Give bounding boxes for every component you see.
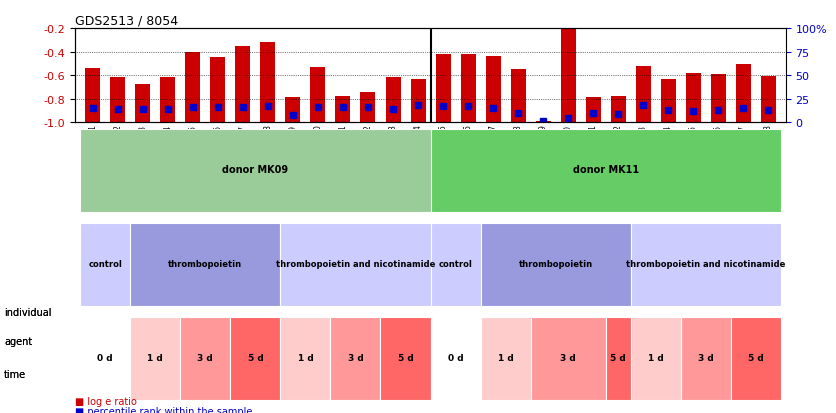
- Text: control: control: [439, 259, 472, 268]
- Text: individual: individual: [4, 307, 52, 317]
- Text: time: time: [4, 369, 26, 379]
- Text: 0 d: 0 d: [98, 353, 113, 362]
- Text: donor MK09: donor MK09: [222, 165, 288, 175]
- Bar: [711, 75, 726, 123]
- Text: GDS2513 / 8054: GDS2513 / 8054: [75, 15, 178, 28]
- Text: 1 d: 1 d: [648, 353, 664, 362]
- Bar: [431, 223, 481, 306]
- Bar: [586, 98, 601, 123]
- Bar: [630, 223, 781, 306]
- Bar: [461, 55, 476, 123]
- Text: 3 d: 3 d: [560, 353, 576, 362]
- Bar: [531, 317, 606, 400]
- Bar: [330, 317, 380, 400]
- Bar: [686, 74, 701, 123]
- Bar: [630, 317, 681, 400]
- Bar: [186, 52, 201, 123]
- Bar: [231, 317, 280, 400]
- Text: donor MK11: donor MK11: [573, 165, 639, 175]
- Bar: [161, 78, 176, 123]
- Bar: [285, 98, 300, 123]
- Text: agent: agent: [4, 336, 33, 346]
- Bar: [236, 47, 251, 123]
- Bar: [681, 317, 731, 400]
- Bar: [85, 69, 100, 123]
- Text: ■ percentile rank within the sample: ■ percentile rank within the sample: [75, 406, 252, 413]
- Bar: [436, 55, 451, 123]
- Bar: [260, 43, 275, 123]
- Bar: [431, 129, 781, 212]
- Bar: [635, 66, 650, 123]
- Bar: [335, 97, 350, 123]
- Text: ■ log e ratio: ■ log e ratio: [75, 396, 137, 406]
- Bar: [481, 317, 531, 400]
- Bar: [431, 317, 481, 400]
- Bar: [380, 317, 431, 400]
- Text: 1 d: 1 d: [497, 353, 513, 362]
- Bar: [660, 79, 675, 123]
- Text: 0 d: 0 d: [448, 353, 463, 362]
- Bar: [385, 78, 400, 123]
- Bar: [481, 223, 630, 306]
- Bar: [80, 223, 130, 306]
- Text: 3 d: 3 d: [698, 353, 714, 362]
- Text: thrombopoietin and nicotinamide: thrombopoietin and nicotinamide: [626, 259, 786, 268]
- Text: thrombopoietin: thrombopoietin: [168, 259, 242, 268]
- Text: time: time: [4, 369, 26, 379]
- Text: 5 d: 5 d: [398, 353, 413, 362]
- Bar: [135, 85, 150, 123]
- Text: thrombopoietin and nicotinamide: thrombopoietin and nicotinamide: [276, 259, 436, 268]
- Bar: [110, 78, 125, 123]
- Bar: [80, 317, 130, 400]
- Bar: [130, 317, 181, 400]
- Text: control: control: [89, 259, 122, 268]
- Bar: [731, 317, 781, 400]
- Text: individual: individual: [4, 307, 52, 317]
- Text: 3 d: 3 d: [197, 353, 213, 362]
- Bar: [280, 317, 330, 400]
- Text: 3 d: 3 d: [348, 353, 364, 362]
- Bar: [181, 317, 231, 400]
- Bar: [536, 122, 551, 123]
- Bar: [360, 93, 375, 123]
- Bar: [736, 65, 751, 123]
- Bar: [511, 70, 526, 123]
- Text: thrombopoietin: thrombopoietin: [518, 259, 593, 268]
- Bar: [130, 223, 280, 306]
- Bar: [761, 77, 776, 123]
- Bar: [211, 58, 226, 123]
- Bar: [410, 79, 426, 123]
- Bar: [280, 223, 431, 306]
- Text: 5 d: 5 d: [610, 353, 626, 362]
- Bar: [610, 97, 625, 123]
- Text: 5 d: 5 d: [247, 353, 263, 362]
- Bar: [80, 129, 431, 212]
- Bar: [310, 68, 325, 123]
- Text: 1 d: 1 d: [147, 353, 163, 362]
- Bar: [606, 317, 630, 400]
- Text: agent: agent: [4, 336, 33, 346]
- Bar: [486, 57, 501, 123]
- Bar: [561, 15, 576, 123]
- Text: 5 d: 5 d: [748, 353, 764, 362]
- Text: 1 d: 1 d: [298, 353, 314, 362]
